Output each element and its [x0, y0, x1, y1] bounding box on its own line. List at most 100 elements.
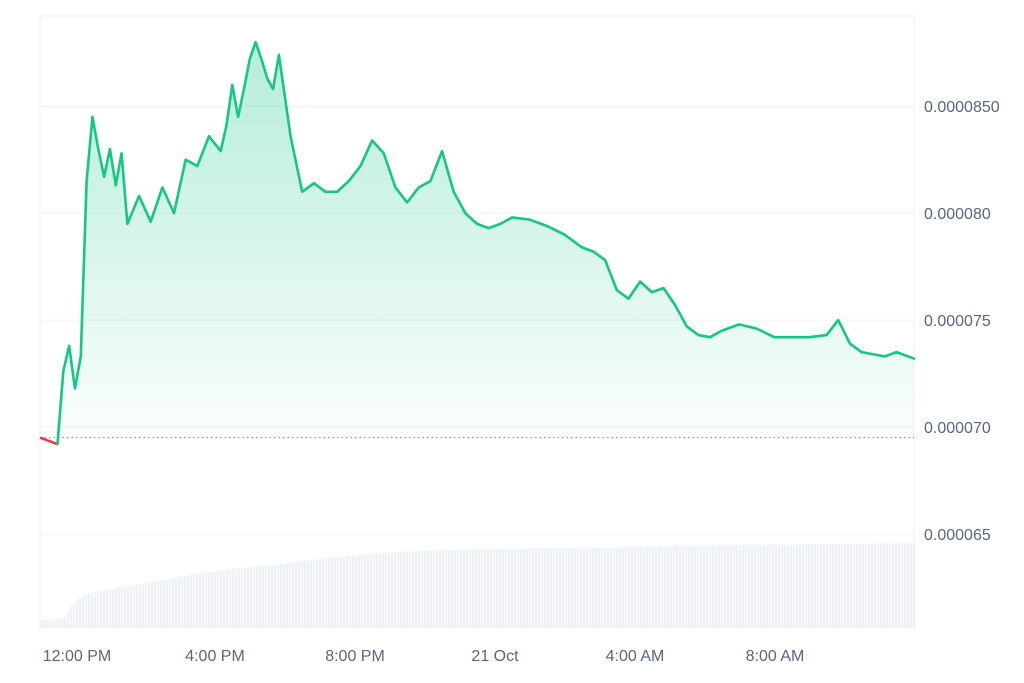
volume-bar	[751, 544, 754, 628]
volume-bar	[79, 597, 82, 628]
volume-bar	[484, 549, 487, 628]
volume-bar	[625, 547, 628, 628]
volume-bar	[58, 618, 61, 628]
volume-bar	[292, 562, 295, 628]
volume-bar	[418, 550, 421, 628]
volume-bar	[490, 549, 493, 628]
volume-bar	[859, 543, 862, 628]
volume-bar	[343, 556, 346, 628]
volume-bar	[364, 554, 367, 628]
volume-bar	[715, 545, 718, 628]
volume-bar	[463, 549, 466, 628]
volume-bar	[886, 543, 889, 628]
volume-bar	[442, 550, 445, 628]
volume-bar	[337, 556, 340, 628]
volume-bar	[460, 549, 463, 628]
volume-bar	[205, 572, 208, 628]
volume-bar	[856, 543, 859, 628]
volume-bar	[331, 557, 334, 628]
x-tick-label: 4:00 AM	[606, 648, 665, 665]
volume-bar	[406, 551, 409, 628]
volume-bar	[709, 545, 712, 628]
volume-bar	[217, 570, 220, 628]
volume-bar	[445, 550, 448, 628]
volume-bar	[487, 549, 490, 628]
volume-bar	[628, 546, 631, 628]
volume-bar	[316, 559, 319, 628]
volume-bar	[121, 587, 124, 628]
volume-bar	[421, 550, 424, 628]
volume-bar	[664, 546, 667, 628]
volume-bar	[694, 545, 697, 628]
volume-bar	[115, 588, 118, 628]
volume-bar	[154, 581, 157, 628]
volume-bar	[478, 549, 481, 628]
volume-bar	[163, 579, 166, 628]
volume-bar	[571, 547, 574, 628]
volume-bar	[742, 544, 745, 628]
volume-bar	[64, 617, 67, 628]
volume-bar	[877, 543, 880, 628]
volume-bar	[436, 550, 439, 628]
volume-bar	[223, 570, 226, 628]
volume-bar	[808, 544, 811, 628]
volume-bar	[274, 564, 277, 628]
volume-bar	[427, 550, 430, 628]
volume-bar	[727, 545, 730, 628]
volume-bar	[322, 558, 325, 628]
volume-bar	[769, 544, 772, 628]
volume-bar	[502, 549, 505, 628]
volume-bar	[739, 545, 742, 628]
volume-bar	[817, 544, 820, 628]
volume-bar	[100, 590, 103, 628]
volume-bar	[373, 553, 376, 628]
volume-bar	[511, 548, 514, 628]
volume-bar	[781, 544, 784, 628]
volume-bar	[850, 543, 853, 628]
volume-bar	[847, 543, 850, 628]
volume-bar	[622, 547, 625, 628]
volume-bar	[250, 567, 253, 628]
volume-bar	[385, 552, 388, 628]
volume-bar	[256, 566, 259, 628]
volume-bar	[85, 594, 88, 628]
volume-bar	[127, 586, 130, 628]
volume-bar	[457, 550, 460, 628]
volume-bar	[49, 619, 52, 628]
volume-bar	[607, 547, 610, 628]
volume-bar	[661, 546, 664, 628]
volume-bar	[802, 544, 805, 628]
volume-bar	[403, 551, 406, 628]
volume-bar	[865, 543, 868, 628]
x-tick-label: 12:00 PM	[43, 648, 111, 665]
volume-bar	[334, 557, 337, 628]
volume-bar	[238, 568, 241, 628]
volume-bar	[112, 588, 115, 628]
volume-bar	[505, 548, 508, 628]
volume-bar	[805, 544, 808, 628]
volume-bar	[643, 546, 646, 628]
y-tick-label: 0.0000850	[924, 99, 1000, 116]
volume-bar	[328, 557, 331, 628]
volume-bar	[196, 573, 199, 628]
volume-bar	[730, 545, 733, 628]
volume-bar	[814, 544, 817, 628]
volume-bar	[259, 566, 262, 628]
volume-bar	[229, 569, 232, 628]
volume-bar	[241, 568, 244, 628]
volume-bar	[544, 548, 547, 628]
volume-bar	[175, 577, 178, 628]
volume-bar	[244, 567, 247, 628]
volume-bar	[724, 545, 727, 628]
volume-bar	[754, 544, 757, 628]
volume-bar	[763, 544, 766, 628]
volume-bar	[553, 547, 556, 628]
volume-bar	[550, 547, 553, 628]
volume-bar	[208, 572, 211, 628]
volume-bar	[520, 548, 523, 628]
volume-bar	[589, 547, 592, 628]
volume-bar	[304, 560, 307, 628]
volume-bar	[151, 582, 154, 628]
volume-bar	[844, 543, 847, 628]
volume-bar	[691, 545, 694, 628]
